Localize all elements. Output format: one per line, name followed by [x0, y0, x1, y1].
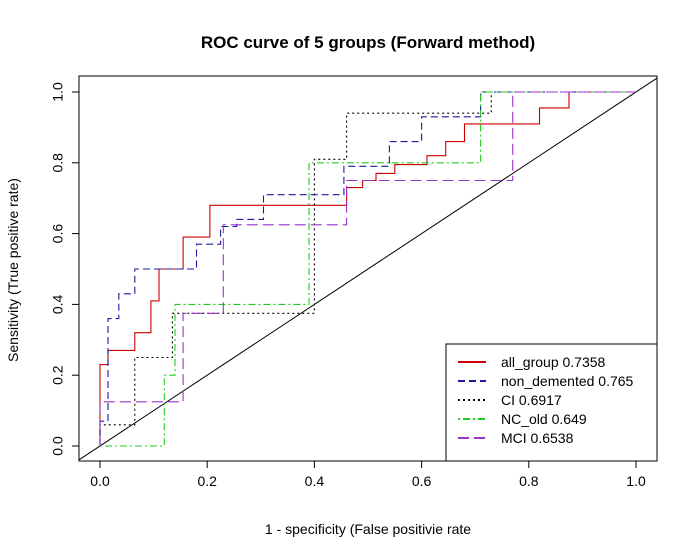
x-axis-label: 1 - specificity (False positivie rate [265, 521, 471, 537]
y-tick-label: 1.0 [50, 82, 66, 102]
diagonal-reference-line [79, 77, 657, 461]
legend-label: all_group 0.7358 [501, 354, 606, 370]
y-tick-label: 0.4 [50, 294, 66, 314]
y-tick-label: 0.2 [50, 365, 66, 385]
y-tick-label: 0.8 [50, 153, 66, 173]
axis-ticks: 0.0 0.2 0.4 0.6 0.8 1.0 0.0 0.2 0.4 0.6 0.8 1.0 [50, 82, 646, 489]
y-tick-label: 0.0 [50, 436, 66, 456]
roc-series-line [99, 91, 636, 446]
legend-label: NC_old 0.649 [501, 411, 587, 427]
plot-area [79, 77, 657, 461]
legend-box [445, 343, 658, 462]
legend-label: CI 0.6917 [501, 392, 562, 408]
chart-title: ROC curve of 5 groups (Forward method) [201, 33, 535, 52]
x-tick-label: 0.0 [90, 473, 110, 489]
legend-label: MCI 0.6538 [501, 430, 574, 446]
legend-label: non_demented 0.765 [501, 373, 634, 389]
x-tick-label: 0.2 [197, 473, 217, 489]
roc-series-line [99, 91, 636, 446]
y-axis-label: Sensitivity (True positive rate) [5, 178, 21, 362]
x-tick-label: 1.0 [626, 473, 646, 489]
roc-series-line [100, 91, 636, 447]
plot-inner [79, 77, 657, 461]
x-tick-label: 0.4 [305, 473, 325, 489]
legend: all_group 0.7358 non_demented 0.765 CI 0.6… [445, 343, 658, 462]
roc-series-line [99, 91, 636, 446]
y-tick-label: 0.6 [50, 224, 66, 244]
x-tick-label: 0.6 [412, 473, 432, 489]
x-tick-label: 0.8 [519, 473, 539, 489]
